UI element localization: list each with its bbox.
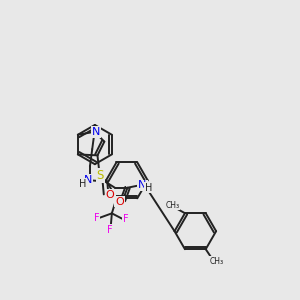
Text: F: F [94,213,99,223]
Text: O: O [115,196,124,207]
Text: H: H [79,179,87,189]
Text: CH₃: CH₃ [210,257,224,266]
Text: N: N [92,127,100,137]
Text: F: F [107,225,113,235]
Text: O: O [106,190,115,200]
Text: CH₃: CH₃ [166,201,180,210]
Text: N: N [83,175,92,185]
Text: N: N [138,180,147,190]
Text: F: F [123,214,128,224]
Text: H: H [145,183,152,193]
Text: S: S [97,169,104,182]
